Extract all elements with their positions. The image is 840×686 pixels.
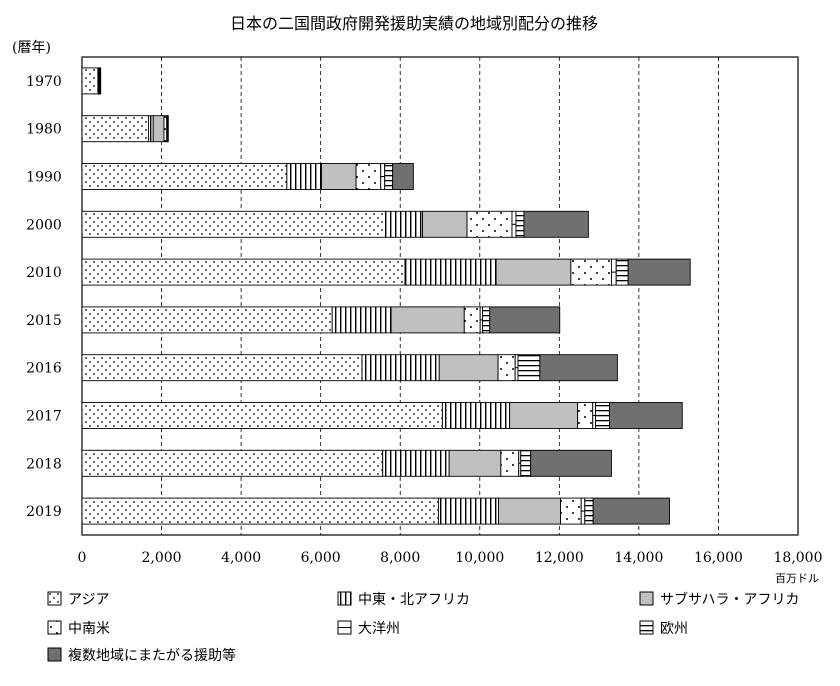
bar-segment: [515, 210, 525, 238]
bar-segment: [523, 210, 589, 238]
x-tick-label: 16,000: [694, 550, 743, 566]
bar-segment: [99, 67, 102, 95]
category-label: 2019: [26, 504, 62, 520]
bar-segment: [147, 115, 154, 143]
bar-segment: [390, 306, 465, 334]
bar-segment: [361, 354, 440, 382]
x-tick-label: 10,000: [455, 550, 504, 566]
bar-segment: [497, 354, 516, 382]
legend-label: 欧州: [660, 621, 688, 637]
bar-segment: [152, 115, 165, 143]
bar-segment: [530, 449, 612, 477]
x-tick-label: 14,000: [614, 550, 663, 566]
legend-label: 複数地域にまたがる援助等: [68, 647, 236, 664]
bar-segment: [463, 306, 481, 334]
legend-label: アジア: [68, 592, 109, 608]
bar-segment: [422, 210, 468, 238]
bar-segment: [81, 67, 99, 95]
x-tick-label: 12,000: [535, 550, 584, 566]
bar-segment: [609, 402, 683, 429]
bar-segment: [81, 306, 333, 334]
x-tick-label: 8,000: [380, 550, 420, 566]
bar-segment: [392, 163, 414, 190]
bar-segment: [584, 497, 594, 525]
bar-segment: [167, 115, 169, 143]
x-tick-label: 4,000: [221, 550, 261, 566]
bar-segment: [331, 306, 392, 334]
bar-segment: [81, 210, 386, 238]
unit-label: 百万ドル: [775, 572, 819, 585]
legend-label: 中東・北アフリカ: [358, 592, 470, 608]
bar-segment: [489, 306, 561, 334]
bar-segment: [81, 402, 443, 429]
legend-swatch: [47, 620, 62, 635]
bar-segment: [500, 449, 520, 477]
bar-segment: [355, 163, 382, 190]
bar-segment: [466, 210, 513, 238]
bar-segment: [81, 258, 406, 286]
legend-swatch: [47, 591, 62, 606]
bar-segment: [592, 497, 670, 525]
bar-segment: [81, 163, 288, 190]
y-axis-label: (暦年): [12, 40, 51, 56]
category-label: 2010: [26, 265, 62, 281]
bar-segment: [520, 449, 532, 477]
bar-segment: [482, 306, 491, 334]
bar-segment: [517, 354, 541, 382]
legend-swatch: [639, 591, 654, 606]
x-tick-label: 18,000: [774, 550, 823, 566]
plot-frame: [81, 56, 799, 536]
category-label: 2000: [26, 217, 62, 233]
bar-segment: [81, 115, 149, 143]
category-label: 1980: [26, 122, 62, 138]
bar-segment: [384, 163, 394, 190]
bar-segment: [577, 402, 594, 429]
bar-segment: [570, 258, 612, 286]
legend-label: 中南米: [68, 621, 110, 637]
legend-swatch: [639, 620, 654, 635]
x-tick-label: 0: [78, 550, 87, 566]
legend-swatch: [337, 591, 352, 606]
bar-segment: [560, 497, 582, 525]
category-label: 1990: [26, 170, 62, 186]
chart-title: 日本の二国間政府開発援助実績の地域別配分の推移: [230, 14, 598, 33]
category-label: 1970: [26, 74, 62, 90]
bar-segment: [81, 449, 384, 477]
legend-swatch: [47, 647, 62, 662]
bar-segment: [539, 354, 618, 382]
bar-segment: [437, 497, 499, 525]
x-tick-label: 2,000: [142, 550, 182, 566]
bar-segment: [321, 163, 357, 190]
bar-segment: [81, 497, 439, 525]
bar-segment: [509, 402, 579, 429]
category-label: 2015: [26, 313, 62, 329]
legend-label: 大洋州: [358, 621, 400, 637]
category-label: 2018: [26, 456, 62, 472]
bar-segment: [286, 163, 322, 190]
bar-segment: [495, 258, 572, 286]
bars: [81, 67, 691, 525]
bar-segment: [595, 402, 610, 429]
bar-segment: [404, 258, 497, 286]
bar-segment: [441, 402, 511, 429]
x-tick-labels: 0 2,000 4,000 6,000 8,000 10,000 12,000 14,000 1…: [78, 550, 823, 566]
bar-segment: [627, 258, 691, 286]
category-label: 2017: [26, 409, 62, 425]
category-labels: 1970 1980 1990 2000 2010 2015 2016 2017 2018 2019: [26, 74, 62, 520]
grid-lines: [161, 57, 719, 535]
x-tick-label: 6,000: [301, 550, 341, 566]
bar-segment: [438, 354, 499, 382]
bar-segment: [498, 497, 561, 525]
bar-segment: [615, 258, 629, 286]
bar-segment: [385, 210, 423, 238]
legend-label: サブサハラ・アフリカ: [660, 591, 799, 608]
bar-segment: [382, 449, 450, 477]
bar-segment: [81, 354, 363, 382]
category-label: 2016: [26, 361, 62, 377]
bar-segment: [448, 449, 502, 477]
